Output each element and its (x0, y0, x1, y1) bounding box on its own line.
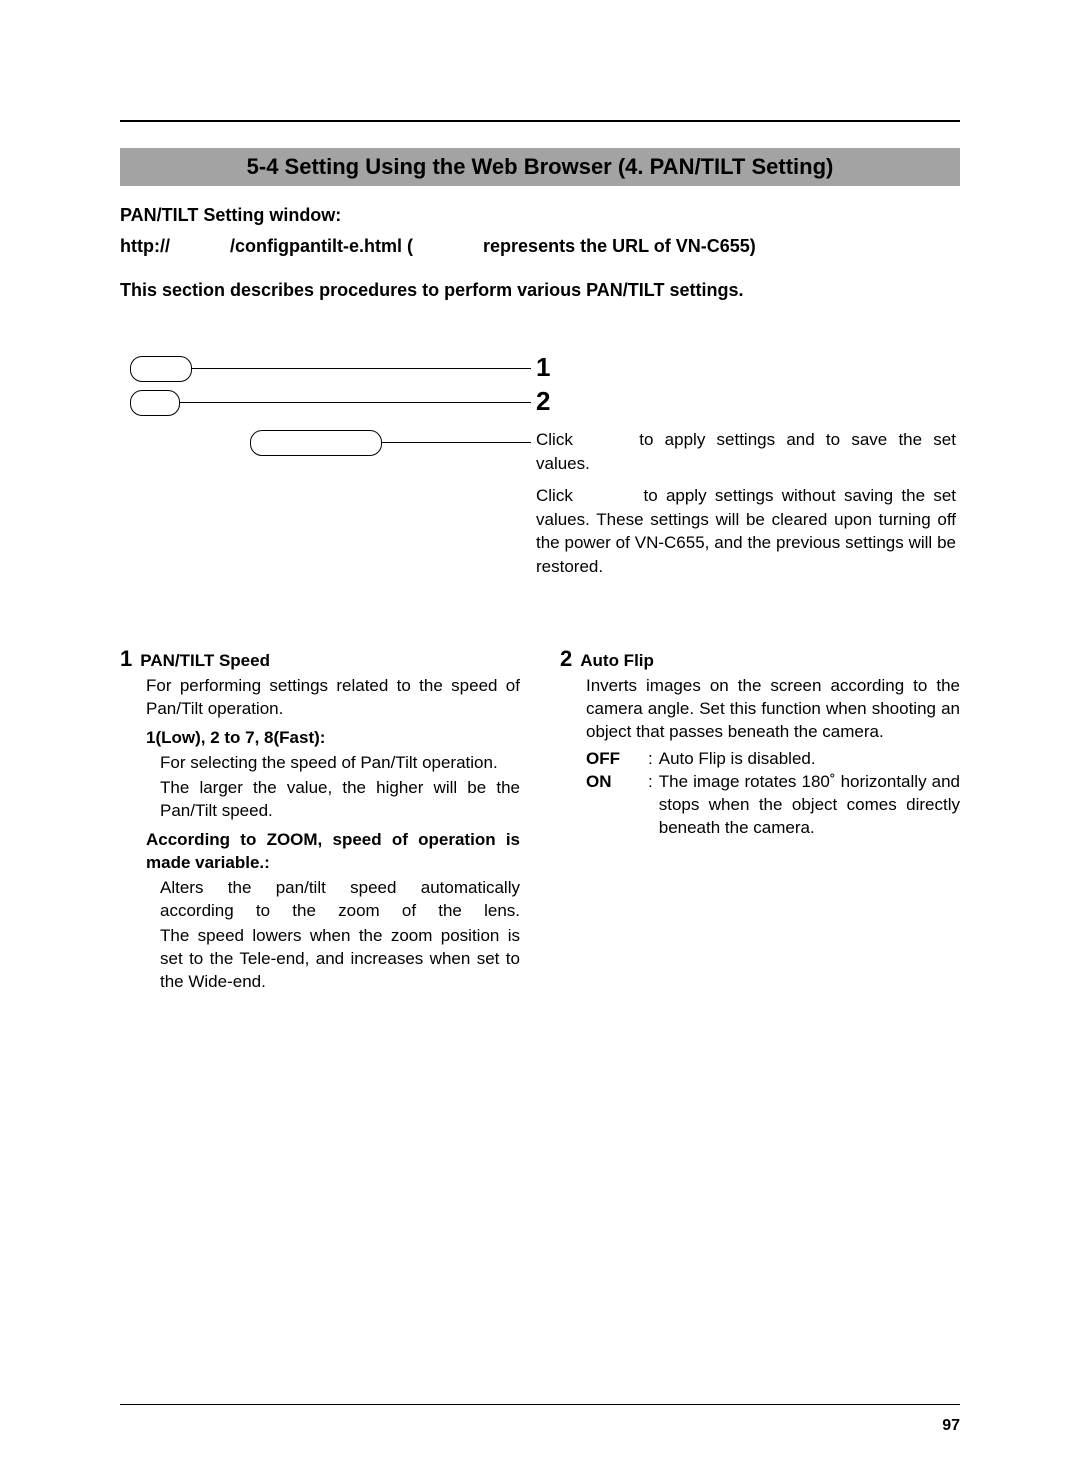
def-off-val: Auto Flip is disabled. (659, 748, 960, 771)
diagram-lead-3 (381, 442, 531, 444)
item-1-sub1-body-b: The larger the value, the higher will be… (160, 777, 520, 823)
item-1-title: PAN/TILT Speed (140, 650, 270, 673)
item-1-sub2-title: According to ZOOM, speed of operation is… (146, 829, 520, 875)
section-title-bar: 5-4 Setting Using the Web Browser (4. PA… (120, 148, 960, 186)
intro-line-1: PAN/TILT Setting window: (120, 200, 960, 231)
click1-body: to apply settings and to save the set va… (536, 430, 956, 473)
diagram-click-text-2: Click to apply settings without saving t… (536, 484, 956, 579)
item-1-sub1-body-a: For selecting the speed of Pan/Tilt oper… (160, 752, 520, 775)
def-off-colon: : (648, 748, 653, 771)
item-1-sub2-body-b: The speed lowers when the zoom position … (160, 925, 520, 994)
page: 5-4 Setting Using the Web Browser (4. PA… (0, 0, 1080, 1465)
rule-top (120, 120, 960, 122)
diagram-lead-1 (191, 368, 531, 370)
click2-prefix: Click (536, 486, 573, 505)
def-off-key: OFF (586, 748, 642, 771)
diagram-lead-2 (179, 402, 531, 404)
item-2-header: 2 Auto Flip (560, 644, 960, 674)
def-on-colon: : (648, 771, 653, 840)
diagram-marker-1: 1 (536, 352, 550, 383)
item-1-number: 1 (120, 644, 132, 674)
intro-line-3: This section describes procedures to per… (120, 275, 960, 306)
section-title: 5-4 Setting Using the Web Browser (4. PA… (247, 154, 834, 179)
item-1-sub2-body-a: Alters the pan/tilt speed automatically … (160, 877, 520, 923)
item-2-deflist: OFF : Auto Flip is disabled. ON : The im… (586, 748, 960, 840)
item-1-header: 1 PAN/TILT Speed (120, 644, 520, 674)
column-left: 1 PAN/TILT Speed For performing settings… (120, 644, 520, 994)
item-2-number: 2 (560, 644, 572, 674)
diagram-slot-button (250, 430, 382, 456)
item-2-para: Inverts images on the screen according t… (586, 675, 960, 744)
diagram: 1 2 Click to apply settings and to save … (120, 356, 960, 616)
def-on-val: The image rotates 180˚ horizontally and … (659, 771, 960, 840)
intro-url-suffix: represents the URL of VN-C655) (483, 236, 756, 256)
def-on-key: ON (586, 771, 642, 840)
item-2-title: Auto Flip (580, 650, 654, 673)
intro-url-path: /configpantilt-e.html ( (230, 236, 413, 256)
def-off-row: OFF : Auto Flip is disabled. (586, 748, 960, 771)
column-right: 2 Auto Flip Inverts images on the screen… (560, 644, 960, 994)
body-columns: 1 PAN/TILT Speed For performing settings… (120, 644, 960, 994)
click2-body: to apply settings without saving the set… (536, 486, 956, 576)
intro-line-2: http:// /configpantilt-e.html ( represen… (120, 231, 960, 262)
item-1-sub1-title: 1(Low), 2 to 7, 8(Fast): (146, 727, 520, 750)
item-1-para: For performing settings related to the s… (146, 675, 520, 721)
diagram-marker-2: 2 (536, 386, 550, 417)
page-number: 97 (942, 1417, 960, 1435)
intro-block: PAN/TILT Setting window: http:// /config… (120, 200, 960, 306)
def-on-row: ON : The image rotates 180˚ horizontally… (586, 771, 960, 840)
click1-prefix: Click (536, 430, 573, 449)
rule-bottom (120, 1404, 960, 1405)
diagram-click-text-1: Click to apply settings and to save the … (536, 428, 956, 476)
diagram-slot-2 (130, 390, 180, 416)
diagram-slot-1 (130, 356, 192, 382)
intro-url-prefix: http:// (120, 236, 170, 256)
